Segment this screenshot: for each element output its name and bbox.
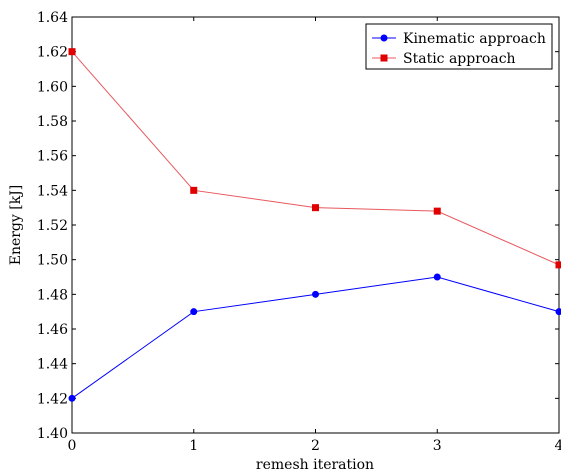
data-point-static (433, 207, 441, 215)
legend: Kinematic approach Static approach (365, 23, 553, 70)
legend-label-kinematic: Kinematic approach (403, 31, 546, 47)
data-point-kinematic (433, 273, 441, 281)
legend-marker-static (380, 54, 388, 62)
y-tick-label: 1.44 (37, 357, 68, 373)
y-tick-label: 1.64 (37, 10, 68, 26)
data-point-static (555, 261, 561, 269)
legend-marker-kinematic (380, 34, 388, 42)
y-tick-label: 1.46 (37, 322, 68, 338)
series-layer (68, 48, 561, 402)
y-tick-label: 1.42 (37, 391, 68, 407)
x-tick-label: 4 (555, 438, 561, 454)
y-tick-label: 1.62 (37, 45, 68, 61)
legend-label-static: Static approach (403, 51, 516, 67)
x-tick-label: 0 (68, 438, 77, 454)
y-axis-label: Energy [kJ] (8, 185, 24, 266)
x-axis-label: remesh iteration (256, 457, 374, 473)
y-tick-label: 1.56 (37, 149, 68, 165)
y-tick-label: 1.40 (37, 426, 68, 442)
y-tick-label: 1.50 (37, 253, 68, 269)
plot-area (71, 16, 560, 434)
y-tick-label: 1.54 (37, 183, 68, 199)
data-point-kinematic (190, 308, 198, 316)
y-axis-ticks: 1.40 1.42 1.44 1.46 1.48 1.50 1.52 1.54 1.56 1.58… (37, 10, 559, 442)
y-tick-label: 1.58 (37, 114, 68, 130)
y-tick-label: 1.60 (37, 79, 68, 95)
data-point-static (190, 186, 198, 194)
y-tick-label: 1.48 (37, 287, 68, 303)
x-tick-label: 3 (433, 438, 442, 454)
data-point-static (68, 48, 76, 56)
x-axis-ticks: 0 1 2 3 4 (68, 17, 561, 454)
data-point-kinematic (312, 290, 319, 298)
x-tick-label: 1 (189, 438, 198, 454)
data-point-static (312, 204, 319, 212)
data-point-kinematic (68, 394, 76, 402)
y-tick-label: 1.52 (37, 218, 68, 234)
data-point-kinematic (555, 308, 561, 316)
legend-box (365, 23, 553, 70)
x-tick-label: 2 (311, 438, 320, 454)
